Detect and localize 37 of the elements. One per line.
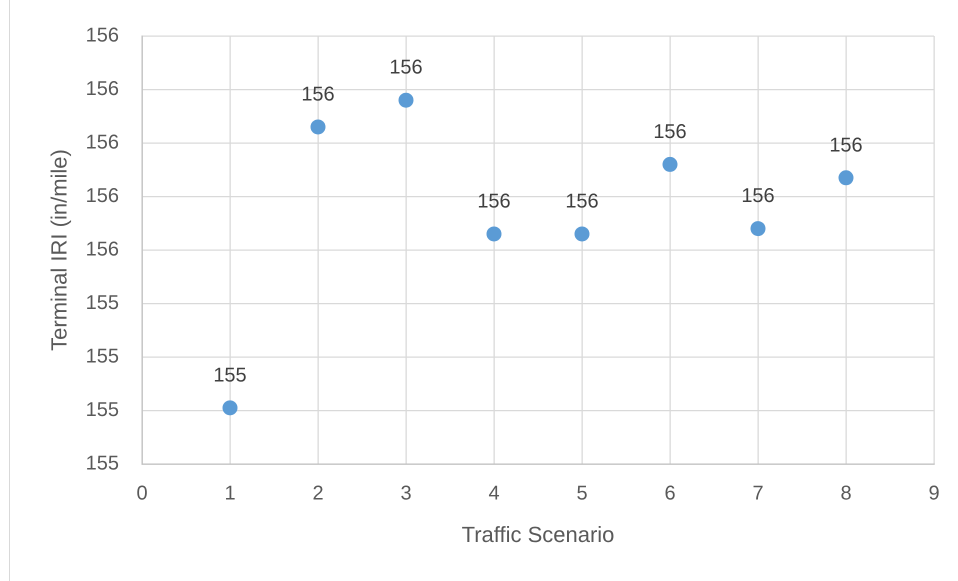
data-label: 156 [829, 134, 863, 156]
point [398, 92, 414, 108]
data-label: 155 [213, 364, 247, 386]
y-tick-label: 156 [86, 132, 119, 154]
x-tick-label: 7 [752, 482, 764, 505]
point [310, 119, 326, 134]
x-tick-label: 5 [576, 482, 588, 505]
point [574, 226, 590, 242]
y-tick-label: 155 [86, 452, 119, 475]
point [750, 221, 766, 236]
point [222, 400, 238, 416]
x-tick-label: 2 [312, 482, 324, 505]
y-tick-label: 155 [86, 346, 119, 368]
x-axis-title: Traffic Scenario [462, 522, 614, 547]
x-tick-label: 9 [928, 482, 940, 505]
point [838, 170, 854, 186]
x-tick-label: 3 [400, 482, 412, 505]
data-label: 156 [653, 120, 687, 143]
data-label: 156 [741, 185, 775, 208]
y-tick-label: 156 [86, 78, 119, 100]
y-tick-label: 156 [86, 238, 119, 261]
x-tick-label: 1 [224, 482, 236, 505]
point [486, 226, 502, 242]
data-label: 156 [389, 56, 423, 79]
x-tick-label: 4 [488, 482, 500, 505]
point [662, 156, 678, 172]
x-tick-label: 6 [664, 482, 676, 505]
x-tick-label: 8 [840, 482, 852, 505]
y-tick-label: 156 [86, 185, 119, 208]
data-label: 156 [477, 190, 511, 212]
data-label: 156 [301, 83, 335, 106]
y-tick-label: 156 [86, 24, 119, 47]
y-tick-label: 155 [86, 399, 119, 422]
data-label: 156 [565, 190, 599, 212]
y-axis-title: Terminal IRI (in/mile) [46, 149, 72, 351]
x-tick-label: 0 [136, 482, 148, 505]
y-tick-label: 155 [86, 292, 119, 314]
